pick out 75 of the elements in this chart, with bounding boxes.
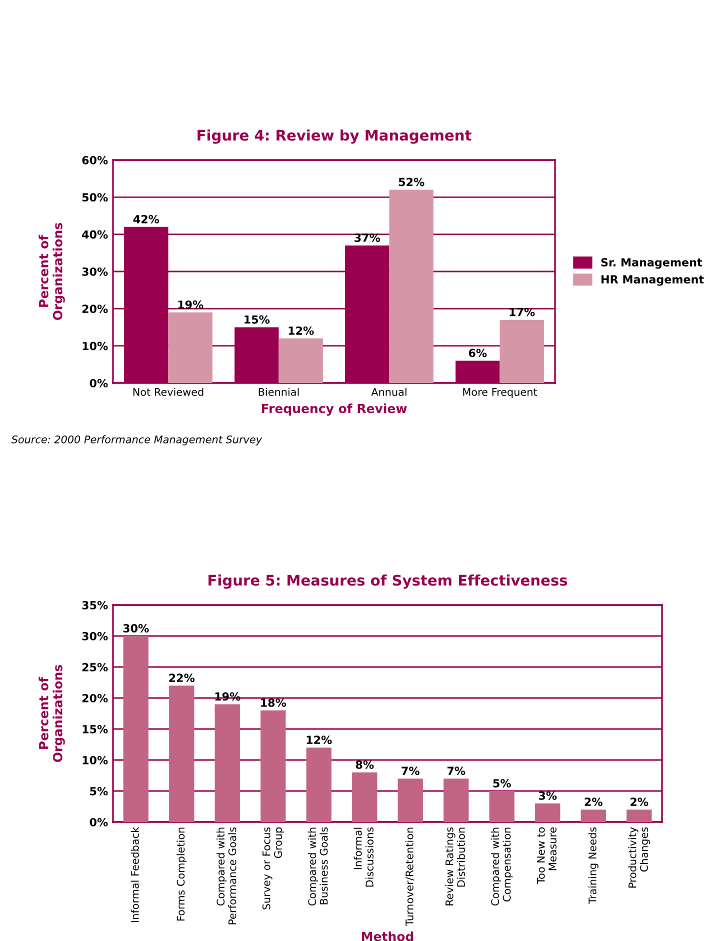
x-tick-label: Compared with Compensation: [491, 828, 513, 906]
chart-title: Figure 4: Review by Management: [198, 129, 472, 144]
data-label: 7%: [402, 766, 420, 776]
data-label: 18%: [261, 698, 286, 707]
y-tick-label: 0%: [90, 818, 108, 826]
bar: [123, 636, 148, 822]
bar: [535, 803, 560, 822]
bar: [398, 778, 423, 822]
data-label: 5%: [493, 779, 511, 788]
data-label: 37%: [354, 234, 380, 242]
x-tick-label: Compared with Business Goals: [308, 827, 328, 906]
x-tick-label: Informal Feedback: [130, 826, 139, 922]
bar: [389, 190, 434, 383]
x-tick-label: Annual: [371, 388, 406, 396]
x-tick-label: Not Reviewed: [133, 388, 204, 396]
y-tick-label: 20%: [82, 694, 108, 702]
bar: [168, 312, 212, 383]
data-label: 2%: [584, 798, 602, 806]
y-tick-label: 25%: [82, 662, 108, 672]
x-tick-label: Informal Discussions: [354, 827, 374, 887]
bar: [352, 772, 378, 822]
data-label: 15%: [244, 315, 270, 324]
data-label: 8%: [356, 760, 374, 769]
chart-title: Figure 5: Measures of System Effectiveness: [208, 574, 568, 589]
source-note: Source: 2000 Performance Management Survey: [11, 435, 262, 446]
bar: [580, 810, 606, 822]
data-label: 52%: [398, 178, 424, 186]
x-tick-label: Turnover/Retention: [405, 828, 414, 926]
data-label: 30%: [123, 624, 149, 632]
data-label: 42%: [133, 214, 160, 224]
x-tick-label: Biennial: [258, 388, 299, 396]
bar: [278, 338, 323, 383]
x-axis-title: Method: [362, 931, 414, 941]
y-tick-label: 60%: [82, 156, 108, 164]
x-tick-label: Productivity Changes: [628, 827, 650, 888]
y-tick-label: 35%: [82, 600, 108, 610]
x-tick-label: Survey or Focus Group: [262, 827, 284, 910]
y-axis-title: Percent of Organizations: [38, 222, 65, 320]
x-tick-label: Compared with Performance Goals: [216, 827, 236, 924]
data-label: 3%: [538, 791, 557, 800]
data-label: 22%: [169, 674, 195, 682]
x-tick-label: Review Ratings Distribution: [445, 827, 465, 906]
y-tick-label: 30%: [82, 267, 108, 276]
bar: [260, 710, 286, 822]
data-label: 6%: [468, 348, 487, 358]
y-axis-title: Percent of Organizations: [38, 664, 65, 762]
y-tick-label: 0%: [90, 378, 108, 388]
legend-label: Sr. Management: [601, 258, 702, 269]
data-label: 2%: [630, 798, 648, 806]
bar: [489, 791, 514, 822]
data-label: 17%: [510, 308, 535, 316]
bar: [306, 748, 332, 822]
bar: [444, 778, 469, 822]
bar: [500, 320, 544, 383]
y-tick-label: 10%: [82, 756, 108, 764]
x-tick-label: Too New to Measure: [537, 827, 556, 884]
y-tick-label: 5%: [90, 786, 108, 796]
bar: [169, 686, 194, 822]
y-tick-label: 40%: [82, 230, 108, 239]
x-axis-title: Frequency of Review: [262, 404, 407, 416]
x-tick-label: More Frequent: [463, 388, 538, 398]
legend-label: HR Management: [602, 275, 704, 286]
x-tick-label: Forms Completion: [176, 828, 187, 920]
y-tick-label: 15%: [82, 724, 108, 734]
data-label: 7%: [447, 766, 466, 776]
y-tick-label: 50%: [82, 193, 108, 202]
y-tick-label: 30%: [82, 632, 108, 640]
x-tick-label: Training Needs: [588, 827, 598, 904]
bar: [626, 810, 652, 822]
data-label: 12%: [306, 736, 332, 744]
data-label: 19%: [178, 300, 204, 309]
y-tick-label: 20%: [82, 304, 108, 314]
y-tick-label: 10%: [82, 342, 108, 350]
data-label: 12%: [288, 326, 314, 335]
bar: [214, 704, 240, 822]
